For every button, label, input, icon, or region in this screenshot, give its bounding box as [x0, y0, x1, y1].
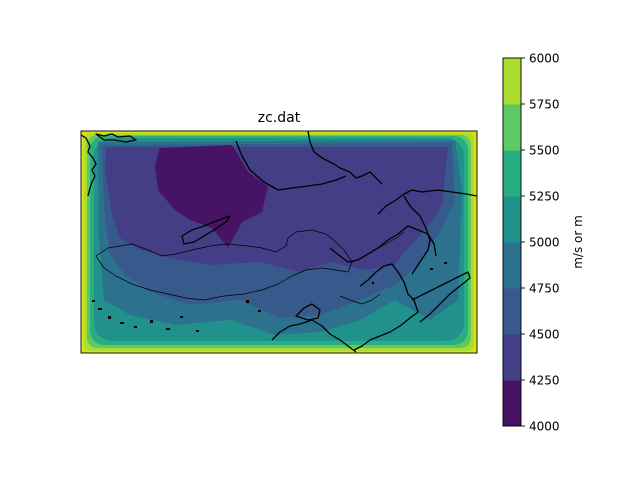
- colorbar-label: m/s or m: [571, 215, 585, 269]
- island-9: [196, 330, 199, 332]
- island-1: [92, 300, 95, 302]
- colorbar-segment: [503, 104, 521, 151]
- coastline-north-islands: [95, 133, 137, 143]
- coastline-japan: [411, 271, 471, 323]
- lake-baikal: [181, 215, 231, 245]
- map-frame: [80, 130, 478, 354]
- colorbar-tick-label: 5000: [529, 236, 560, 250]
- coastline-korea: [353, 263, 419, 351]
- border-east: [351, 231, 405, 263]
- colorbar-tick-label: 4250: [529, 374, 560, 388]
- small-islands: [92, 262, 447, 332]
- coastline-central-east: [329, 225, 437, 263]
- coastline-south: [271, 319, 357, 353]
- border-mongolia: [95, 229, 353, 301]
- colorbar-tick-label: 4750: [529, 282, 560, 296]
- colorbar-segment: [503, 380, 521, 427]
- colorbar: 4000 4250 4500 4750 5000 5250 5500 5750 6000: [502, 52, 560, 434]
- river-north-east: [307, 131, 383, 185]
- island-6: [150, 320, 153, 323]
- contour-band-4000: [155, 145, 268, 248]
- coastline-east: [377, 189, 477, 215]
- colorbar-segment: [503, 150, 521, 197]
- island-12: [430, 268, 433, 270]
- island-3: [108, 316, 111, 319]
- colorbar-segment: [503, 334, 521, 381]
- island-8: [180, 316, 183, 318]
- chart-title: zc.dat: [258, 110, 301, 126]
- island-13: [444, 262, 447, 264]
- colorbar-segment: [503, 58, 521, 105]
- coastline-northwest: [81, 134, 97, 197]
- map-boundaries: [81, 131, 477, 353]
- colorbar-segment: [503, 288, 521, 335]
- island-14: [372, 282, 374, 284]
- island-7: [166, 328, 170, 330]
- colorbar-tick-label: 4500: [529, 328, 560, 342]
- colorbar-tick-label: 5250: [529, 190, 560, 204]
- border-north-central: [235, 140, 347, 191]
- island-4: [120, 322, 124, 324]
- border-south-east: [339, 293, 381, 305]
- coastline-south-bay: [295, 303, 321, 321]
- colorbar-tick-label: 4000: [529, 420, 560, 434]
- country-borders: [95, 229, 405, 305]
- island-5: [134, 326, 137, 328]
- island-2: [98, 308, 102, 310]
- colorbar-tick-label: 6000: [529, 52, 560, 66]
- colorbar-tick-label: 5750: [529, 98, 560, 112]
- colorbar-segment: [503, 196, 521, 243]
- contour-field: [81, 131, 477, 353]
- island-10: [246, 300, 249, 303]
- island-11: [258, 310, 261, 312]
- colorbar-tick-label: 5500: [529, 144, 560, 158]
- colorbar-segment: [503, 242, 521, 289]
